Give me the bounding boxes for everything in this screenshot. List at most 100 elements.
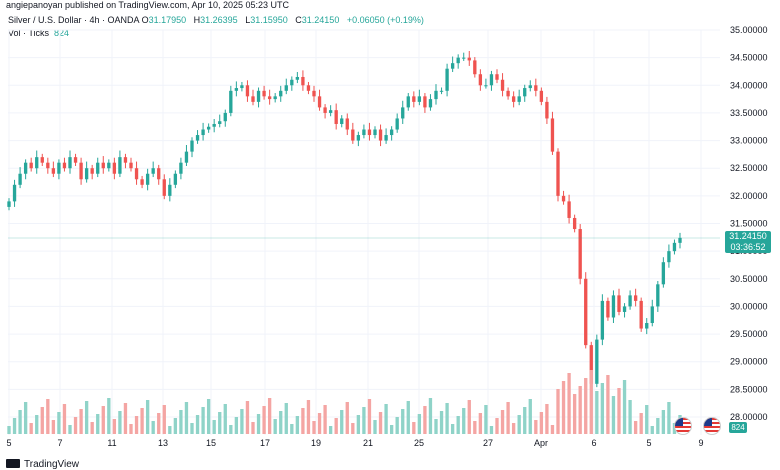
volume-bar (456, 416, 460, 434)
candle-body (284, 85, 288, 91)
candle-body (373, 129, 377, 136)
volume-bar (545, 404, 549, 434)
volume-bar (151, 421, 155, 434)
candle-body (51, 168, 56, 174)
volume-bar (617, 388, 621, 434)
volume-bar (184, 402, 189, 434)
candle-body (401, 107, 405, 119)
volume-bar (633, 421, 638, 434)
candle-body (134, 168, 139, 180)
volume-bar (317, 413, 322, 434)
candle-body (229, 90, 233, 113)
candle-body (234, 88, 239, 91)
symbol-info-line: Silver / U.S. Dollar · 4h · OANDA O31.17… (8, 15, 424, 25)
candle-body (395, 118, 399, 130)
us-flag-event-icon[interactable] (703, 417, 721, 435)
time-axis-tick: 6 (591, 438, 596, 448)
candle-body (606, 300, 610, 318)
volume-bar (423, 406, 427, 434)
volume-tag: 824 (729, 422, 747, 433)
candle-body (123, 157, 128, 163)
volume-bar (661, 410, 666, 434)
time-axis-tick: 21 (363, 438, 373, 448)
volume-bar (190, 423, 194, 434)
candle-body (84, 168, 89, 180)
volume-bar (401, 409, 405, 434)
volume-bar (18, 410, 22, 434)
candle-body (534, 85, 538, 91)
price-axis-tick: 33.00000 (730, 136, 768, 146)
price-axis-tick: 34.50000 (730, 53, 768, 63)
candle-body (595, 339, 599, 384)
candle-body (517, 96, 521, 102)
volume-bar (68, 425, 72, 434)
price-axis-tick: 35.00000 (730, 25, 768, 35)
candle-body (73, 157, 78, 163)
volume-bar (251, 422, 255, 434)
candle-body (145, 173, 150, 185)
volume-bar (611, 396, 616, 434)
volume-bar (267, 398, 272, 434)
volume-bar (595, 391, 599, 434)
volume-bar (90, 422, 94, 434)
volume-label[interactable]: Vol · Ticks (8, 28, 50, 38)
volume-bar (295, 416, 300, 434)
volume-bar (650, 426, 654, 434)
volume-bar (395, 417, 399, 434)
volume-bar (462, 408, 466, 434)
candle-body (650, 306, 654, 324)
candle-body (528, 85, 532, 89)
candle-body (23, 162, 28, 174)
symbol-title[interactable]: Silver / U.S. Dollar · 4h · OANDA (8, 15, 140, 25)
candle-body (223, 112, 227, 122)
price-axis-tick: 30.50000 (730, 274, 768, 284)
volume-bar (140, 408, 144, 434)
volume-bar (173, 418, 178, 434)
volume-bar (145, 400, 150, 434)
volume-bar (606, 375, 610, 434)
volume-bar (40, 407, 44, 434)
candle-body (245, 85, 250, 97)
candle-body (195, 135, 200, 141)
volume-bar (51, 420, 56, 434)
volume-bar (328, 426, 333, 434)
candle-body (622, 306, 627, 312)
volume-bar (506, 402, 510, 434)
candle-body (312, 90, 316, 97)
high-label: H (193, 15, 201, 25)
us-flag-event-icon[interactable] (674, 417, 692, 435)
volume-bar (351, 423, 355, 434)
candle-body (68, 157, 72, 169)
high-value: 31.26395 (200, 15, 238, 25)
candle-body (295, 76, 300, 80)
volume-bar (112, 419, 117, 434)
volume-bar (96, 414, 100, 434)
price-axis-tick: 29.50000 (730, 329, 768, 339)
tradingview-logo[interactable]: TradingView (6, 459, 79, 470)
time-axis-tick: 5 (6, 438, 11, 448)
volume-bar (406, 401, 410, 434)
candle-body (356, 135, 361, 141)
price-axis-tick: 30.00000 (730, 301, 768, 311)
volume-bar (561, 381, 566, 434)
candle-body (656, 284, 660, 307)
volume-bar (134, 416, 139, 434)
volume-bar (450, 424, 455, 434)
candle-body (384, 135, 388, 141)
volume-bar (489, 426, 494, 434)
candle-body (62, 162, 67, 169)
volume-bar (245, 401, 250, 434)
candle-body (456, 57, 460, 64)
candle-body (406, 96, 410, 108)
volume-bar (206, 399, 211, 434)
volume-bar (373, 420, 377, 434)
time-axis-tick: 11 (107, 438, 116, 448)
candle-body (162, 179, 166, 196)
price-axis-tick: 34.00000 (730, 80, 768, 90)
volume-bar (656, 418, 660, 434)
open-value: 31.17950 (148, 15, 187, 25)
open-label: O (141, 15, 149, 25)
current-price: 31.24150 (729, 231, 767, 241)
volume-bar (589, 370, 593, 434)
